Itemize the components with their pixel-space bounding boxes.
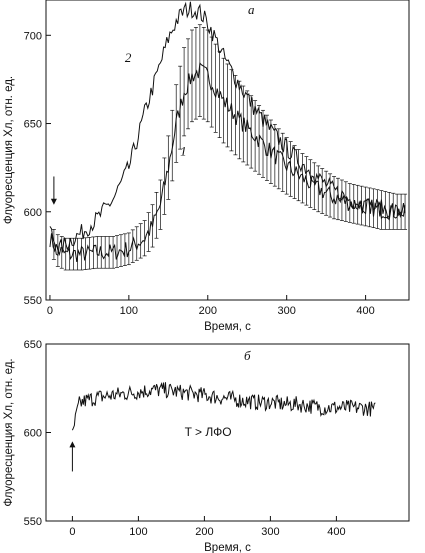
series-0-line — [71, 382, 376, 431]
x-tick-label: 0 — [47, 305, 53, 317]
x-tick-label: 300 — [278, 305, 296, 317]
panel-a-arrow-icon — [50, 176, 57, 205]
x-tick-label: 100 — [120, 305, 138, 317]
y-tick-label: 550 — [24, 295, 42, 307]
x-tick-label: 400 — [356, 305, 374, 317]
curve-1-label: 1 — [180, 143, 187, 158]
y-tick-label: 650 — [24, 339, 42, 351]
arrow-head — [50, 198, 57, 205]
panel-a-x-axis-label: Время, с — [204, 321, 251, 333]
y-tick-label: 650 — [24, 119, 42, 131]
panel-b-ticks: 0 100 200 300 400 550 600 650 — [24, 339, 346, 538]
panel-a-axes — [45, 0, 410, 301]
y-tick-label: 600 — [24, 428, 42, 440]
panel-a-ticks: 0 100 200 300 400 550 600 650 700 — [24, 30, 375, 317]
panel-b-x-axis-label: Время, с — [204, 542, 251, 553]
x-tick-label: 200 — [199, 305, 217, 317]
panel-b-arrow-icon — [69, 441, 76, 472]
x-tick-label: 400 — [327, 526, 345, 538]
x-tick-label: 200 — [195, 526, 213, 538]
y-tick-label: 600 — [24, 207, 42, 219]
panel-b-y-axis-label: Флуоресценция Хл, отн. ед. — [3, 358, 15, 506]
y-tick-label: 550 — [24, 516, 42, 528]
panel-a-letter: a — [248, 2, 255, 17]
x-tick-label: 100 — [129, 526, 147, 538]
panel-a-y-axis-label: Флуоресценция Хл, отн. ед. — [3, 76, 15, 224]
panel-b-letter: б — [244, 348, 251, 363]
plot-frame — [45, 0, 410, 301]
panel-a: 0 100 200 300 400 550 600 650 700 Время, с Флуор… — [3, 0, 410, 333]
arrow-head — [69, 441, 76, 448]
series-2-line — [49, 1, 406, 257]
panel-b-annotation: T > ЛФО — [185, 425, 232, 439]
x-tick-label: 300 — [261, 526, 279, 538]
y-tick-label: 700 — [24, 30, 42, 42]
series-1-error-bars — [51, 24, 408, 271]
panel-b: 0 100 200 300 400 550 600 650 Время, с Флуоресц… — [3, 339, 410, 553]
curve-2-label: 2 — [125, 50, 132, 65]
x-tick-label: 0 — [69, 526, 75, 538]
panel-b-series — [71, 382, 376, 431]
panel-a-series — [49, 1, 408, 271]
